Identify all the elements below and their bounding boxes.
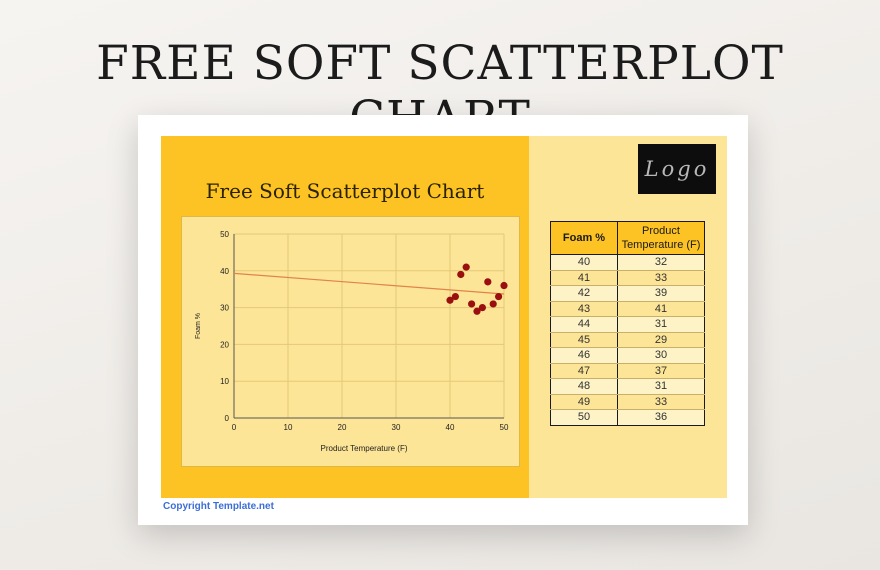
table-body: 40 32 41 33 42 39 43 41 44 31 45 29 46 30 47 37 48 31 49 33… [550, 254, 705, 426]
x-tick-label: 20 [338, 423, 347, 432]
table-row: 46 30 [550, 347, 705, 364]
chart-panel: Free Soft Scatterplot Chart 0 10 20 30 40 50 0… [161, 136, 529, 498]
cell-temperature[interactable]: 31 [617, 378, 705, 395]
data-point [446, 296, 454, 304]
cell-temperature[interactable]: 39 [617, 285, 705, 302]
data-point [457, 270, 465, 279]
logo: Logo [638, 144, 716, 194]
data-point [462, 263, 470, 271]
table-header-row: Foam % Product Temperature (F) [550, 221, 705, 255]
spreadsheet-card: Free Soft Scatterplot Chart 0 10 20 30 40 50 0… [138, 115, 748, 525]
table-row: 40 32 [550, 254, 705, 271]
cell-foam[interactable]: 41 [550, 270, 618, 286]
table-row: 45 29 [550, 332, 705, 348]
table-row: 44 31 [550, 316, 705, 333]
cell-temperature[interactable]: 41 [617, 301, 705, 317]
x-tick-label: 0 [232, 423, 237, 432]
data-point [495, 292, 503, 301]
cell-temperature[interactable]: 33 [617, 394, 705, 410]
table-row: 41 33 [550, 270, 705, 286]
y-tick-label: 30 [220, 304, 229, 313]
column-header-temperature[interactable]: Product Temperature (F) [617, 221, 705, 255]
table-row: 48 31 [550, 378, 705, 395]
copyright-text[interactable]: Copyright Template.net [163, 501, 274, 512]
table-row: 47 37 [550, 363, 705, 379]
data-point [473, 307, 481, 315]
y-tick-label: 40 [220, 267, 229, 276]
cell-foam[interactable]: 45 [550, 332, 618, 348]
y-tick-label: 50 [220, 230, 229, 239]
cell-temperature[interactable]: 37 [617, 363, 705, 379]
cell-foam[interactable]: 42 [550, 285, 618, 302]
cell-foam[interactable]: 48 [550, 378, 618, 395]
data-point [478, 304, 486, 312]
data-point [489, 300, 497, 308]
cell-temperature[interactable]: 30 [617, 347, 705, 364]
table-row: 42 39 [550, 285, 705, 302]
chart-title: Free Soft Scatterplot Chart [205, 179, 485, 203]
cell-temperature[interactable]: 33 [617, 270, 705, 286]
cell-temperature[interactable]: 36 [617, 409, 705, 426]
data-point [468, 300, 476, 308]
x-tick-label: 40 [446, 423, 455, 432]
cell-foam[interactable]: 50 [550, 409, 618, 426]
x-tick-label: 10 [284, 423, 293, 432]
table-row: 43 41 [550, 301, 705, 317]
data-point [451, 292, 459, 301]
cell-foam[interactable]: 49 [550, 394, 618, 410]
cell-foam[interactable]: 40 [550, 254, 618, 271]
table-row: 49 33 [550, 394, 705, 410]
data-point [484, 278, 492, 286]
y-tick-label: 10 [220, 377, 229, 386]
x-tick-label: 30 [392, 423, 401, 432]
cell-temperature[interactable]: 31 [617, 316, 705, 333]
column-header-foam[interactable]: Foam % [550, 221, 618, 255]
scatter-plot: 0 10 20 30 40 50 0 10 20 30 40 50 Product Temperatur… [195, 230, 509, 453]
y-axis-label: Foam % [195, 313, 202, 339]
x-tick-label: 50 [500, 423, 509, 432]
cell-temperature[interactable]: 29 [617, 332, 705, 348]
cell-foam[interactable]: 43 [550, 301, 618, 317]
data-table: Foam % Product Temperature (F) 40 32 41 33 4… [550, 221, 705, 426]
y-tick-label: 20 [220, 340, 229, 349]
data-point [500, 281, 508, 290]
trendline [233, 272, 505, 295]
cell-foam[interactable]: 47 [550, 363, 618, 379]
chart-area[interactable]: 0 10 20 30 40 50 0 10 20 30 40 50 Product Temperatur… [181, 216, 520, 467]
x-axis-label: Product Temperature (F) [321, 444, 408, 453]
cell-temperature[interactable]: 32 [617, 254, 705, 271]
y-tick-label: 0 [225, 414, 230, 423]
table-row: 50 36 [550, 409, 705, 426]
cell-foam[interactable]: 44 [550, 316, 618, 333]
cell-foam[interactable]: 46 [550, 347, 618, 364]
